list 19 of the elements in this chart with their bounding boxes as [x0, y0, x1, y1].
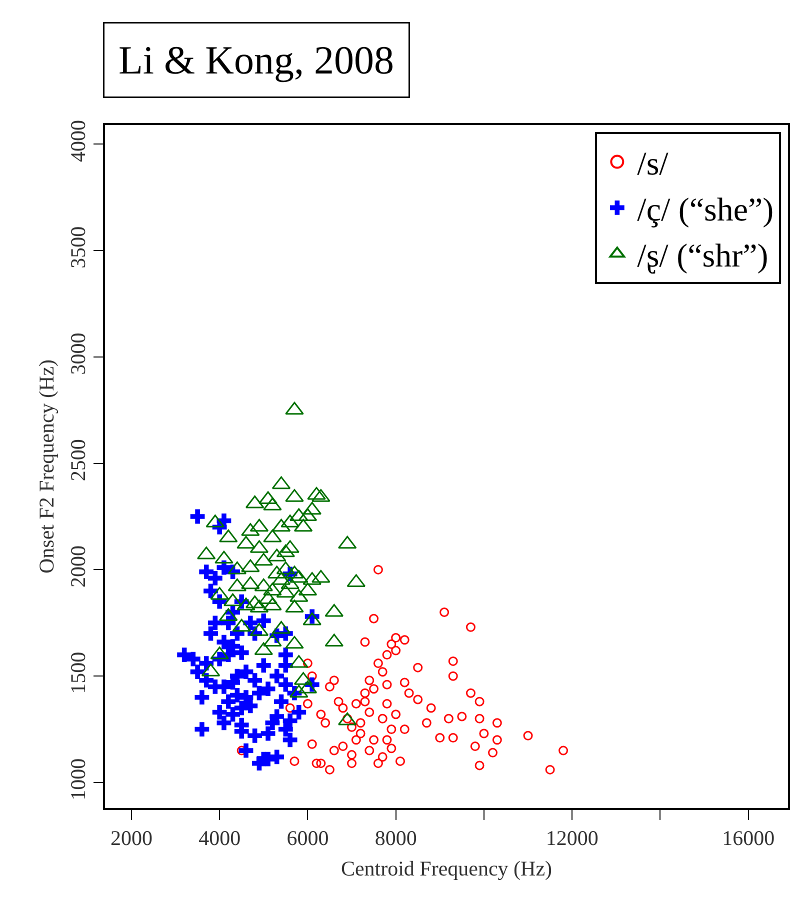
- x-tick-label: 16000: [722, 826, 775, 850]
- x-tick-label: 4000: [198, 826, 241, 850]
- x-tick-label: 12000: [546, 826, 598, 850]
- x-tick-label: 6000: [286, 826, 329, 850]
- legend-label: /s/: [637, 146, 670, 183]
- y-axis-title: Onset F2 Frequency (Hz): [34, 359, 58, 574]
- legend-label: /ʂ/ (“shr”): [637, 238, 768, 274]
- chart-title: Li & Kong, 2008: [118, 38, 394, 82]
- y-tick-label: 4000: [66, 120, 90, 162]
- x-tick-label: 2000: [110, 826, 152, 850]
- y-tick-label: 3000: [66, 332, 90, 375]
- legend-label: /ç/ (“she”): [637, 192, 774, 229]
- x-tick-label: 8000: [374, 826, 417, 850]
- x-axis-title: Centroid Frequency (Hz): [340, 856, 552, 881]
- y-tick-label: 3500: [66, 226, 90, 268]
- y-tick-label: 2500: [66, 439, 90, 482]
- y-tick-label: 1000: [66, 758, 90, 800]
- y-tick-label: 1500: [66, 652, 90, 694]
- y-tick-label: 2000: [66, 546, 90, 588]
